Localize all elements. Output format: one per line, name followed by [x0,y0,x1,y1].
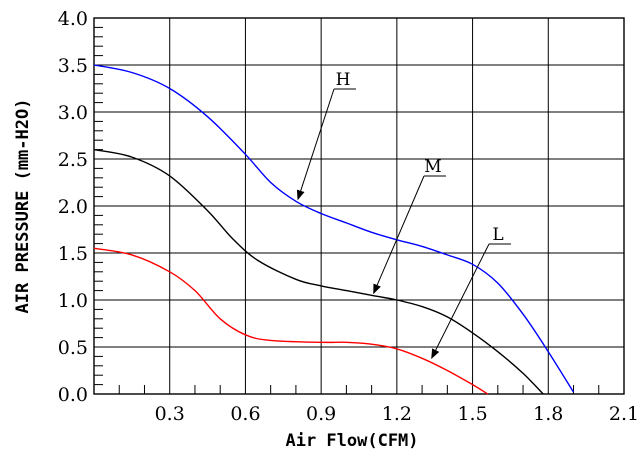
y-tick-label: 3.0 [58,102,88,124]
y-tick-label: 1.5 [58,243,88,265]
y-tick-label: 2.0 [58,196,88,218]
x-tick-label: 0.9 [306,403,336,425]
x-axis-title: Air Flow(CFM) [285,431,418,451]
y-tick-label: 0.0 [58,384,88,406]
series-leader-arrow [431,243,490,360]
x-tick-label: 0.6 [230,403,260,425]
series-annotations: H M L [296,70,511,360]
series-leader-arrow [373,175,425,295]
series-tag-m: M [424,157,441,177]
series-tag-h: H [336,70,351,90]
grid-lines [94,18,624,394]
x-tick-label: 2.1 [609,403,639,425]
minor-ticks [94,26,600,394]
series-line-l [93,247,489,395]
series-line-m [93,148,544,395]
series-line-h [93,64,575,393]
y-tick-label: 4.0 [58,8,88,30]
y-tick-label: 1.0 [58,290,88,312]
x-tick-label: 1.2 [382,403,412,425]
y-tick-label: 3.5 [58,55,88,77]
y-tick-label: 2.5 [58,149,88,171]
y-tick-labels: 0.0 0.5 1.0 1.5 2.0 2.5 3.0 3.5 4.0 [58,8,88,406]
y-tick-label: 0.5 [58,337,88,359]
y-axis-title: AIR PRESSURE (mm-H2O) [13,99,33,314]
x-tick-label: 1.5 [457,403,487,425]
series-lines [93,64,575,395]
x-tick-label: 0.3 [155,403,185,425]
plot-frame [93,17,625,395]
series-tag-l: L [492,225,503,245]
series-leader-arrow [296,88,335,201]
x-tick-labels: 0.3 0.6 0.9 1.2 1.5 1.8 2.1 [155,403,640,425]
x-tick-label: 1.8 [533,403,563,425]
